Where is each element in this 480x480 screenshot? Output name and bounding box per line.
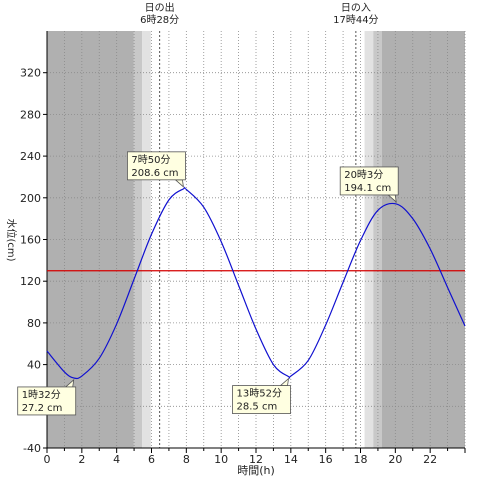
annotations: 1時32分 27.2 cm 7時50分 208.6 cm 13時52分 28.5 cm 20… bbox=[17, 151, 399, 416]
extremum-callout: 1時32分 27.2 cm bbox=[17, 378, 77, 416]
y-tick-label: 240 bbox=[20, 150, 41, 163]
axes: -400408012016020024028032002468101214161… bbox=[20, 31, 466, 466]
sunset-label: 日の入 bbox=[341, 3, 371, 14]
sunrise-time: 6時28分 bbox=[140, 14, 179, 26]
y-tick-label: 80 bbox=[27, 317, 41, 330]
y-tick-label: 40 bbox=[27, 359, 41, 372]
callout-time: 7時50分 bbox=[131, 154, 170, 166]
x-tick-label: 12 bbox=[249, 453, 263, 466]
extremum-callout: 20時3分 194.1 cm bbox=[339, 166, 399, 203]
tide-line bbox=[46, 186, 466, 380]
sunrise-label: 日の出 bbox=[145, 1, 175, 14]
callout-box bbox=[127, 151, 186, 181]
extremum-callout: 7時50分 208.6 cm bbox=[127, 151, 186, 188]
x-tick-label: 20 bbox=[388, 453, 402, 466]
y-tick-label: 280 bbox=[20, 108, 41, 121]
callout-time: 20時3分 bbox=[344, 169, 383, 181]
callout-box bbox=[232, 385, 291, 414]
x-tick-label: 4 bbox=[113, 453, 120, 466]
callout-value: 27.2 cm bbox=[22, 403, 63, 414]
callout-box bbox=[339, 166, 399, 196]
x-tick-label: 2 bbox=[78, 453, 85, 466]
x-tick-label: 6 bbox=[148, 453, 155, 466]
callout-time: 13時52分 bbox=[237, 388, 282, 400]
grid bbox=[46, 31, 466, 449]
y-tick-label: 200 bbox=[20, 192, 41, 205]
callout-value: 194.1 cm bbox=[344, 183, 391, 194]
x-tick-label: 22 bbox=[423, 453, 437, 466]
x-axis-label: 時間(h) bbox=[237, 464, 275, 477]
y-tick-label: 120 bbox=[20, 275, 41, 288]
plot-area bbox=[46, 186, 466, 380]
callout-time: 1時32分 bbox=[22, 389, 61, 401]
x-tick-label: 14 bbox=[284, 453, 298, 466]
x-tick-label: 10 bbox=[214, 453, 228, 466]
callout-value: 28.5 cm bbox=[237, 402, 278, 413]
y-tick-label: -40 bbox=[23, 442, 41, 455]
y-tick-label: 160 bbox=[20, 234, 41, 247]
callout-value: 208.6 cm bbox=[131, 168, 178, 179]
extremum-callout: 13時52分 28.5 cm bbox=[232, 377, 291, 414]
x-tick-label: 8 bbox=[183, 453, 190, 466]
y-tick-label: 320 bbox=[20, 67, 41, 80]
x-tick-label: 0 bbox=[44, 453, 51, 466]
sunset-time: 17時44分 bbox=[333, 14, 378, 26]
x-tick-label: 18 bbox=[354, 453, 368, 466]
y-axis-label: 水位(cm) bbox=[5, 218, 18, 261]
x-tick-label: 16 bbox=[319, 453, 333, 466]
callout-box bbox=[17, 386, 77, 416]
